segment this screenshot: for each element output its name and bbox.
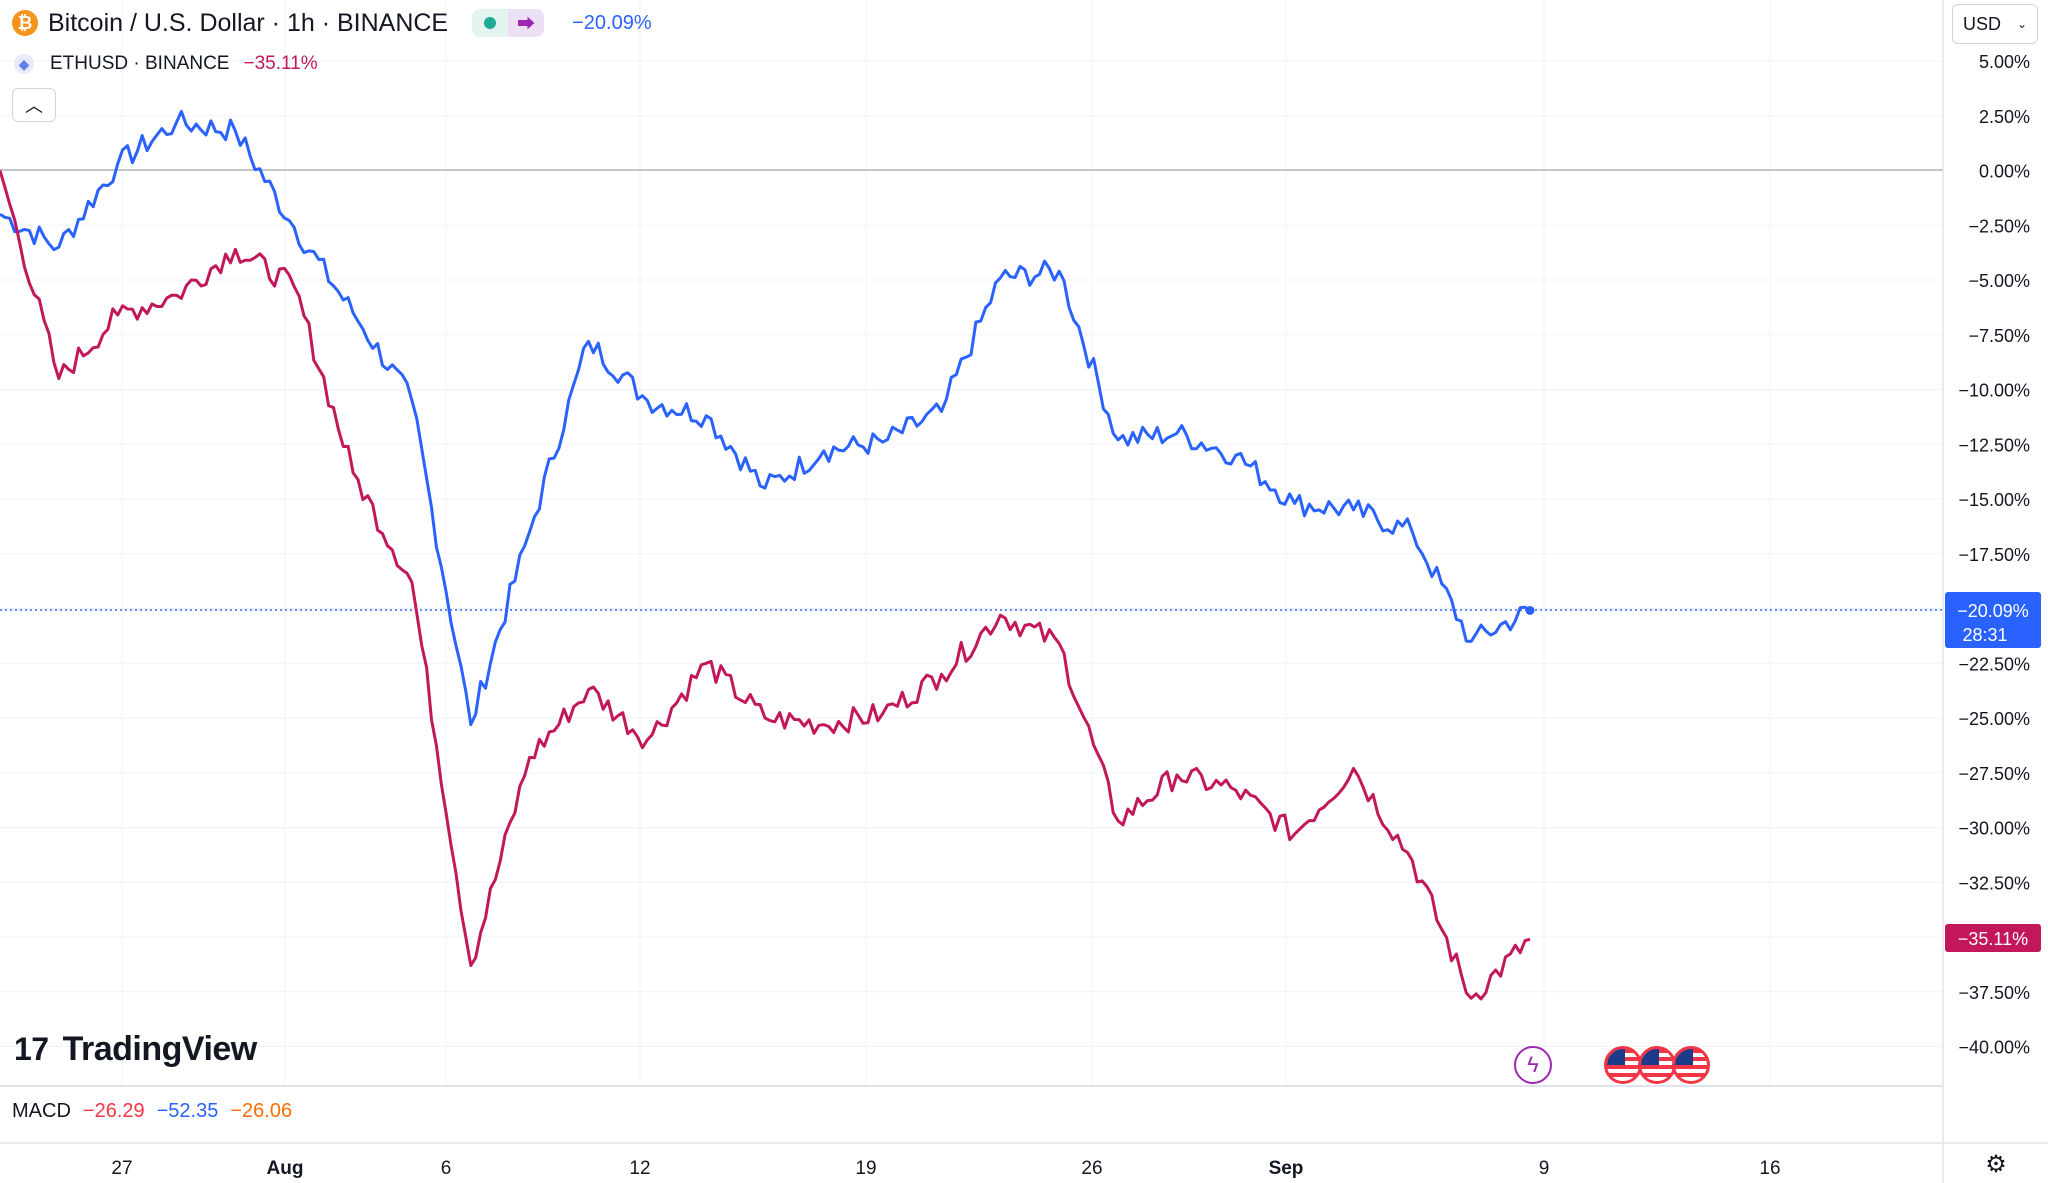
price-tick-label: 5.00% [1979,52,2030,72]
price-tick-label: 2.50% [1979,107,2030,127]
price-tick-label: −30.00% [1958,819,2030,839]
time-tick-label: Aug [267,1158,304,1179]
time-tick-label: 6 [441,1158,452,1179]
status-pill[interactable]: ⮕ [472,9,545,37]
eth-price-label-bg [1945,924,2041,952]
time-tick-label: 9 [1539,1158,1550,1179]
chart-grid [0,0,1943,1086]
price-tick-label: 0.00% [1979,162,2030,182]
btc-countdown-text: 28:31 [1962,625,2007,645]
time-tick-label: 19 [855,1158,876,1179]
price-tick-label: −7.50% [1968,326,2030,346]
currency-selector[interactable]: USD ⌄ [1952,4,2038,44]
series-layer [0,109,1535,1001]
price-scale[interactable]: 5.00% 2.50% 0.00% −2.50% −5.00% −7.50% −10.00%… [1958,52,2030,1058]
tradingview-logo: 17 TradingView [14,1030,257,1069]
compare-symbol[interactable]: ETHUSD · BINANCE [50,53,230,74]
price-tick-label: −37.50% [1958,983,2030,1003]
macd-value-3: −26.06 [230,1100,293,1122]
chevron-up-icon: ︿ [25,96,43,116]
price-tick-label: −32.50% [1958,873,2030,893]
currency-value: USD [1963,13,2002,34]
settings-gear-icon[interactable]: ⚙ [1985,1150,2007,1178]
btc-price-label-text: −20.09% [1957,601,2029,621]
compare-legend[interactable]: ◆ ETHUSD · BINANCE −35.11% [14,50,318,78]
lightning-event-icon[interactable]: ϟ [1514,1046,1552,1084]
btc-series-line [0,109,1531,727]
symbol-title[interactable]: Bitcoin / U.S. Dollar · 1h · BINANCE [48,8,449,37]
time-tick-label: 26 [1081,1158,1102,1179]
price-tick-label: −12.50% [1958,435,2030,455]
price-tick-label: −22.50% [1958,654,2030,674]
btc-price-label: −20.09% 28:31 [1945,592,2041,648]
ethereum-icon: ◆ [14,54,34,74]
symbol-header[interactable]: ₿ Bitcoin / U.S. Dollar · 1h · BINANCE ⮕… [12,6,652,40]
us-flag-event-icon-3[interactable] [1672,1046,1710,1084]
eth-price-label: −35.11% [1945,924,2041,952]
eth-price-label-text: −35.11% [1958,929,2028,949]
btc-data-point [1525,605,1535,615]
price-tick-label: −5.00% [1968,271,2030,291]
btc-price-label-bg [1945,592,2041,648]
us-flag-event-icon-2[interactable] [1638,1046,1676,1084]
collapse-legend-button[interactable]: ︿ [12,88,56,122]
price-tick-label: −15.00% [1958,490,2030,510]
symbol-change: −20.09% [572,11,652,34]
time-axis[interactable]: 27 Aug 6 12 19 26 Sep 9 16 [111,1158,1780,1179]
time-tick-label: 12 [629,1158,650,1179]
tradingview-mark-icon: 17 [14,1031,49,1067]
macd-legend[interactable]: MACD −26.29 −52.35 −26.06 [12,1100,304,1123]
time-tick-label: 27 [111,1158,132,1179]
price-tick-label: −17.50% [1958,545,2030,565]
price-tick-label: −25.00% [1958,709,2030,729]
price-tick-label: −10.00% [1958,381,2030,401]
market-open-dot-icon [472,9,509,37]
tradingview-logo-text: TradingView [62,1030,258,1068]
us-flag-event-icon-1[interactable] [1604,1046,1642,1084]
time-tick-label: 16 [1759,1158,1780,1179]
macd-label[interactable]: MACD [12,1100,71,1122]
time-tick-label: Sep [1269,1158,1304,1179]
chevron-down-icon: ⌄ [2016,17,2027,31]
price-tick-label: −2.50% [1968,216,2030,236]
macd-value-1: −26.29 [82,1100,145,1122]
bitcoin-icon: ₿ [12,10,38,36]
macd-value-2: −52.35 [156,1100,219,1122]
share-icon[interactable]: ⮕ [508,9,545,37]
price-tick-label: −27.50% [1958,764,2030,784]
eth-series-line [0,170,1531,1001]
compare-change: −35.11% [243,53,318,74]
price-tick-label: −40.00% [1958,1038,2030,1058]
